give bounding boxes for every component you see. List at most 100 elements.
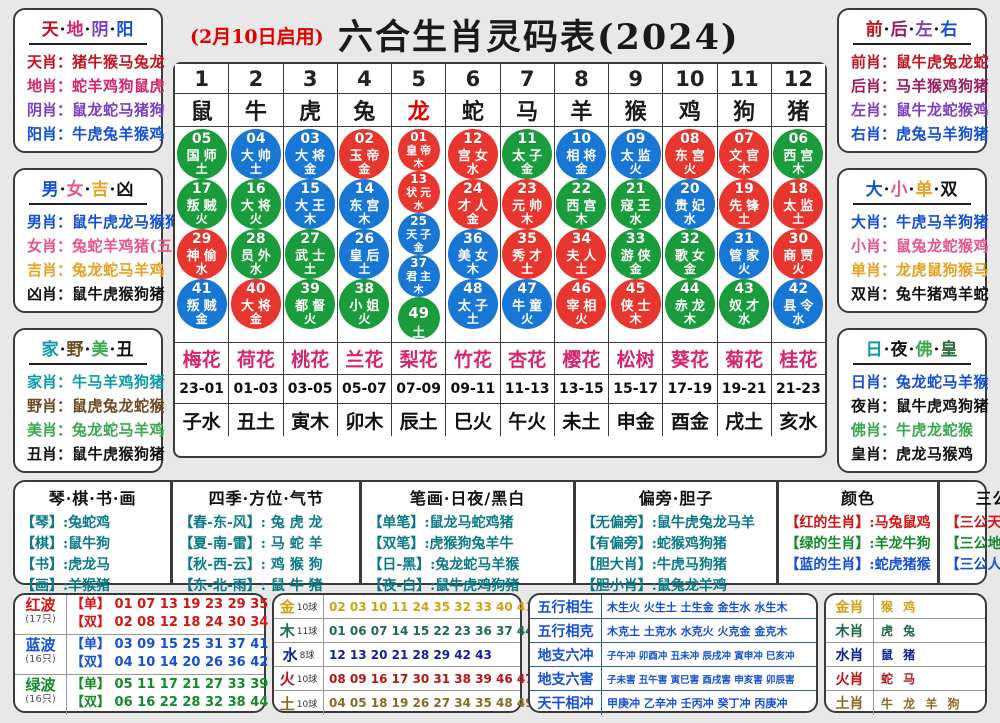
number-ball-35[interactable]: 35 秀才土 [502,229,553,279]
ball-role: 国师 [186,149,221,164]
five-element-relation-table: 五行相生 木生火 火生土 土生金 金生水 水生木 五行相克 木克土 土克水 水克火 火… [528,593,818,715]
attribute-value: 猪牛猴马兔龙 [72,52,166,71]
ball-number: 07 [734,131,754,147]
number-ball-31[interactable]: 31 管家火 [719,229,770,279]
ball-role: 君主 [406,270,435,283]
element-row: 土 10球 04 05 18 19 26 27 34 35 48 49 [274,691,534,715]
number-ball-03[interactable]: 03 大将金 [285,129,336,179]
ball-number: 26 [354,231,375,247]
number-ball-11[interactable]: 11 太子金 [502,129,553,179]
number-ball-23[interactable]: 23 元帅木 [502,179,553,229]
relation-value: 子未害 丑午害 寅巳害 酉戌害 申亥害 卯辰害 [607,674,795,686]
number-ball-46[interactable]: 46 宰相火 [556,279,607,329]
number-ball-28[interactable]: 28 员外水 [230,229,281,279]
attribute-value: 牛虎马羊狗猪 [896,212,990,231]
number-ball-33[interactable]: 33 游侠金 [610,229,661,279]
parity-tag: 【单】 [71,677,111,692]
number-ball-26[interactable]: 26 皇后土 [339,229,390,279]
number-ball-01[interactable]: 01 皇帝木 [397,129,440,171]
number-ball-19[interactable]: 19 先锋土 [719,179,770,229]
title-glyph-3: · [84,180,92,200]
group-row-value: :蛇虎猪猴 [869,556,931,573]
ball-role: 游侠 [620,249,655,264]
number-ball-04[interactable]: 04 大帅土 [230,129,281,179]
column-number-1: 1 [175,64,230,94]
ball-element: 土 [249,162,262,176]
ball-role: 文官 [729,149,764,164]
number-ball-49[interactable]: 49 土 [397,297,440,341]
number-ball-12[interactable]: 12 宫女水 [447,129,498,179]
number-ball-38[interactable]: 38 小姐火 [339,279,390,329]
number-ball-06[interactable]: 06 西宫木 [773,129,824,179]
number-ball-14[interactable]: 14 东宫木 [339,179,390,229]
wave-line: 【单】 03 09 15 25 31 37 41 47 [71,636,291,654]
ball-number: 33 [625,231,646,247]
number-ball-36[interactable]: 36 美女木 [447,229,498,279]
number-ball-41[interactable]: 41 叛贼金 [176,279,227,329]
title-glyph-4: 单 [915,180,934,200]
number-ball-27[interactable]: 27 武士土 [285,229,336,279]
title-glyph-3: · [908,180,916,200]
number-ball-24[interactable]: 24 才人金 [447,179,498,229]
group-row: 【无偏旁】:鼠牛虎兔龙马羊 [581,514,755,531]
attribute-key: 皇肖： [851,444,897,463]
number-ball-21[interactable]: 21 寇王水 [610,179,661,229]
number-ball-22[interactable]: 22 西宫木 [556,179,607,229]
number-ball-18[interactable]: 18 太监土 [773,179,824,229]
number-ball-17[interactable]: 17 叛贼火 [176,179,227,229]
ball-number: 16 [246,181,266,197]
group-row: 【三公人肖】:虎蛇猴猪 [946,553,1000,574]
element-numbers: 08 09 16 17 30 31 38 39 46 47 [329,671,534,686]
attribute-key: 大肖： [851,212,897,231]
group-row: 【书】:虎龙马 [21,556,111,573]
ball-role: 美女 [457,249,492,264]
number-ball-10[interactable]: 10 相将金 [556,129,607,179]
number-ball-09[interactable]: 09 太监火 [610,129,661,179]
element-ball-count: 10球 [296,603,318,613]
number-ball-25[interactable]: 25 天子金 [397,213,440,255]
ball-element: 金 [521,162,534,176]
element-ball-count: 11球 [296,627,318,637]
attribute-key: 右肖： [851,124,897,143]
attribute-row: 家肖：牛马羊鸡狗猪 [15,369,165,393]
number-ball-40[interactable]: 40 大将金 [230,279,281,329]
wave-label: 蓝波 [25,636,56,654]
number-ball-13[interactable]: 13 状元水 [397,171,440,213]
number-ball-47[interactable]: 47 牛童火 [502,279,553,329]
group-row-label: 【蓝的生肖】 [785,556,870,573]
element-name: 火 10球 [274,667,324,690]
title-glyph-5: · [109,340,117,360]
number-ball-37[interactable]: 37 君主木 [397,255,440,297]
number-ball-05[interactable]: 05 国师土 [176,129,227,179]
ball-element: 土 [466,312,479,326]
flower-cell-8: 樱花 [554,343,609,375]
ball-number: 41 [191,281,212,297]
zodiac-element-name: 火肖 [826,667,874,690]
number-ball-45[interactable]: 45 侠士木 [610,279,661,329]
wave-numbers: 【单】 05 11 17 21 27 33 39 43 49 【双】 06 16 … [67,675,314,715]
number-ball-44[interactable]: 44 赤龙木 [664,279,715,329]
title-glyph-5: · [109,20,117,40]
number-ball-08[interactable]: 08 东宫火 [664,129,715,179]
number-ball-20[interactable]: 20 贵妃水 [664,179,715,229]
stem-branch-cell-8: 未土 [554,404,609,436]
number-ball-42[interactable]: 42 县令水 [773,279,824,329]
attribute-value: 虎兔马羊狗猪 [896,124,990,143]
attribute-key: 小肖： [851,236,897,255]
number-ball-34[interactable]: 34 夫人土 [556,229,607,279]
attribute-row: 小肖：鼠兔龙蛇猴鸡 [839,233,989,257]
number-ball-43[interactable]: 43 奴才水 [719,279,770,329]
number-ball-30[interactable]: 30 商贾火 [773,229,824,279]
number-ball-07[interactable]: 07 文官木 [719,129,770,179]
number-ball-02[interactable]: 02 玉帝金 [339,129,390,179]
wave-row: 绿波 (16只) 【单】 05 11 17 21 27 33 39 43 49 【双】… [15,675,314,715]
ball-role: 奴才 [729,299,764,314]
number-ball-15[interactable]: 15 大王木 [285,179,336,229]
number-ball-16[interactable]: 16 大将火 [230,179,281,229]
number-ball-29[interactable]: 29 神偷水 [176,229,227,279]
number-ball-48[interactable]: 48 太子土 [447,279,498,329]
number-ball-32[interactable]: 32 歌女金 [664,229,715,279]
attribute-row: 丑肖：鼠牛虎猴狗猪 [15,441,165,465]
title-glyph-6: 皇 [940,340,959,360]
number-ball-39[interactable]: 39 都督火 [285,279,336,329]
